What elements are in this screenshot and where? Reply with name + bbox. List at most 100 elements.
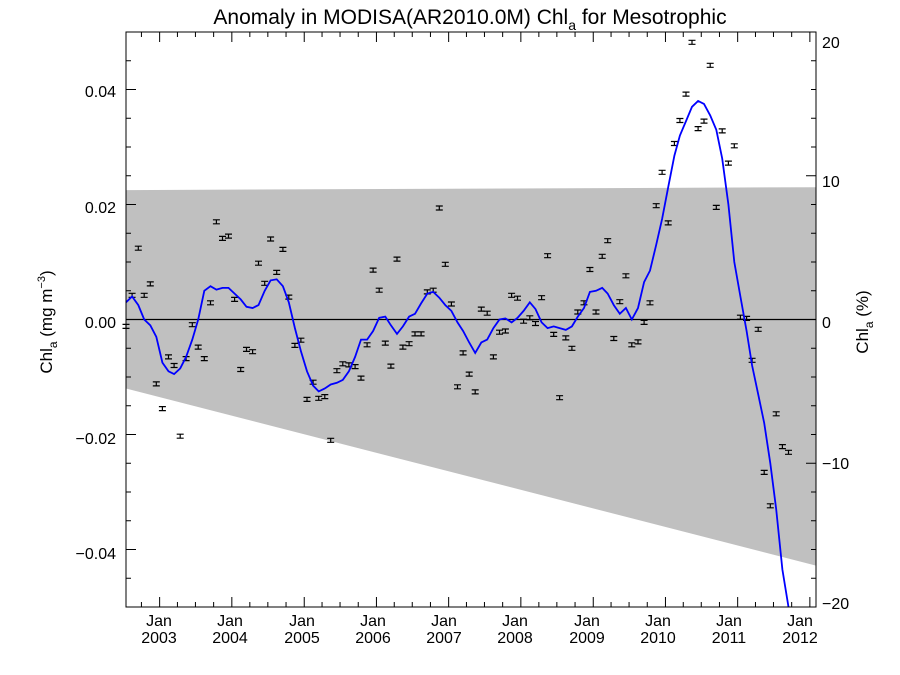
- anomaly-point: [447, 301, 455, 307]
- anomaly-point: [700, 118, 708, 124]
- anomaly-point: [501, 328, 509, 334]
- anomaly-point: [303, 396, 311, 402]
- anomaly-point: [754, 326, 762, 332]
- x-tick-label: Jan 2003: [141, 613, 177, 647]
- anomaly-point: [188, 322, 196, 328]
- y-tick-label-right: −10: [822, 456, 849, 473]
- anomaly-point: [628, 342, 636, 348]
- anomaly-point: [772, 411, 780, 417]
- anomaly-point: [538, 295, 546, 301]
- chart-title: Anomaly in MODISA(AR2010.0M) Chla for Me…: [213, 6, 726, 33]
- y-tick-label-left: 0.04: [85, 84, 116, 101]
- anomaly-point: [465, 371, 473, 377]
- x-tick-label: Jan 2004: [212, 613, 248, 647]
- anomaly-point: [483, 310, 491, 316]
- y-tick-label-right: 20: [822, 35, 840, 52]
- anomaly-point: [387, 363, 395, 369]
- anomaly-point: [170, 362, 178, 369]
- anomaly-point: [405, 341, 413, 347]
- right-y-axis-labels: 20 10 0 −10 −20: [822, 35, 849, 613]
- anomaly-point: [532, 320, 539, 327]
- anomaly-point: [688, 39, 696, 45]
- y-tick-label-right: −20: [822, 596, 849, 613]
- anomaly-point: [778, 444, 786, 450]
- smoothed-anomaly-line: [125, 99, 790, 608]
- anomaly-point: [176, 433, 184, 439]
- anomaly-point: [544, 253, 552, 259]
- x-tick-label: Jan 2008: [497, 613, 533, 647]
- anomaly-point: [508, 292, 516, 298]
- anomaly-point: [676, 117, 684, 124]
- anomaly-point: [255, 260, 262, 266]
- anomaly-point: [598, 253, 606, 259]
- anomaly-point: [550, 331, 558, 337]
- anomaly-point: [333, 368, 341, 374]
- anomaly-point: [375, 287, 383, 293]
- anomaly-point: [165, 354, 172, 360]
- anomaly-point: [640, 319, 648, 325]
- x-tick-label: Jan 2005: [284, 613, 320, 647]
- anomaly-point: [441, 261, 449, 267]
- anomaly-point: [664, 220, 672, 226]
- anomaly-point: [315, 395, 323, 401]
- anomaly-point: [200, 356, 208, 362]
- anomaly-point: [724, 160, 732, 166]
- anomaly-point: [592, 309, 600, 315]
- x-tick-label: Jan 2007: [426, 613, 462, 647]
- y-tick-label-left: 0.00: [85, 315, 116, 332]
- anomaly-point: [146, 281, 154, 287]
- anomaly-point: [616, 299, 624, 305]
- anomaly-point: [212, 219, 220, 225]
- anomaly-point: [694, 126, 702, 132]
- anomaly-point: [634, 339, 642, 345]
- anomaly-point: [399, 344, 407, 350]
- anomaly-point: [652, 203, 660, 209]
- anomaly-point: [140, 292, 148, 298]
- x-tick-label: Jan 2012: [782, 613, 818, 647]
- anomaly-point: [760, 469, 768, 475]
- anomaly-point: [730, 143, 738, 149]
- anomaly-point: [568, 345, 576, 351]
- anomaly-point: [219, 235, 226, 241]
- anomaly-point: [682, 91, 690, 97]
- plot-area: [122, 31, 817, 608]
- anomaly-point: [194, 344, 202, 350]
- anomaly-point: [321, 394, 329, 400]
- anomaly-point: [610, 335, 618, 342]
- anomaly-point: [237, 366, 245, 373]
- anomaly-point: [471, 389, 479, 395]
- anomaly-point: [249, 349, 257, 355]
- y-tick-label-left: 0.02: [85, 200, 116, 217]
- anomaly-point: [718, 128, 726, 134]
- anomaly-point: [622, 273, 630, 279]
- anomaly-point: [514, 295, 521, 301]
- x-tick-label: Jan 2006: [355, 613, 391, 647]
- anomaly-point: [459, 350, 467, 356]
- anomaly-point: [489, 354, 497, 360]
- anomaly-points: [122, 39, 792, 509]
- anomaly-point: [646, 300, 654, 306]
- anomaly-point: [477, 306, 485, 312]
- anomaly-point: [327, 437, 335, 443]
- anomaly-point: [706, 62, 714, 68]
- anomaly-point: [357, 375, 365, 381]
- x-tick-label: Jan 2009: [569, 613, 605, 647]
- anomaly-point: [785, 449, 792, 455]
- anomaly-point: [417, 331, 425, 337]
- anomaly-point: [273, 269, 281, 275]
- anomaly-point: [351, 364, 359, 370]
- anomaly-point: [363, 342, 371, 348]
- anomaly-point: [243, 346, 250, 352]
- anomaly-point: [267, 236, 275, 242]
- y-tick-label-left: −0.02: [76, 431, 117, 448]
- anomaly-point: [291, 342, 299, 348]
- anomaly-point: [586, 266, 594, 273]
- x-tick-label: Jan 2010: [640, 613, 676, 647]
- anomaly-point: [766, 503, 774, 509]
- y-tick-label-left: −0.04: [76, 546, 117, 563]
- anomaly-point: [562, 335, 570, 341]
- anomaly-point: [526, 315, 534, 321]
- anomaly-point: [134, 245, 142, 251]
- anomaly-point: [231, 296, 239, 302]
